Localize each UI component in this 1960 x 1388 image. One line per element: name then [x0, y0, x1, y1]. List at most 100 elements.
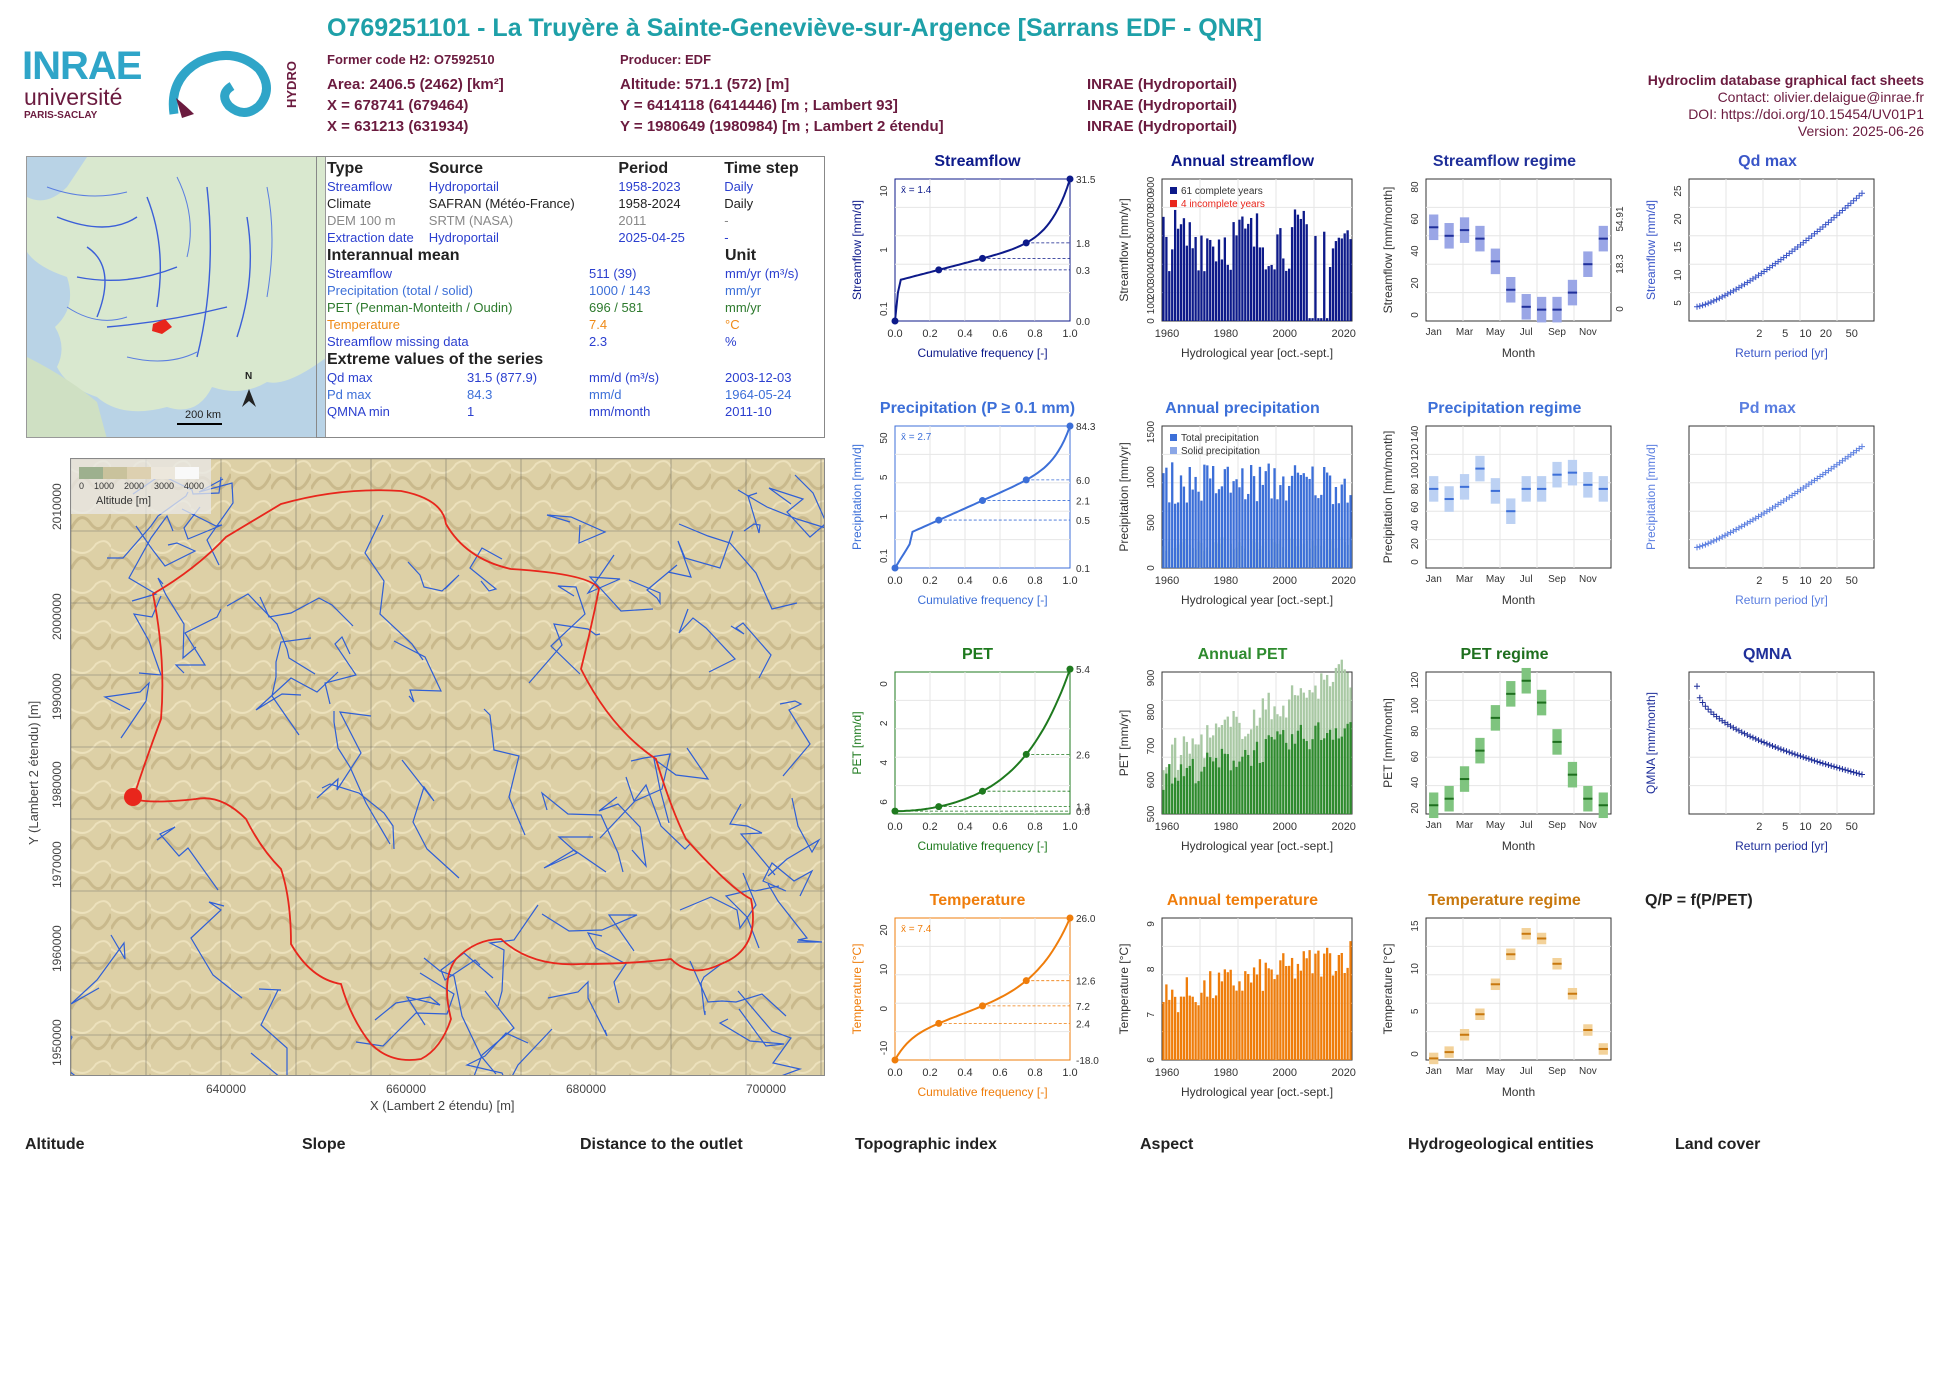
- data-point: [1792, 1023, 1794, 1025]
- bar: [1256, 742, 1258, 814]
- bar: [1262, 247, 1264, 321]
- data-point: [1741, 994, 1743, 996]
- right-tick: 1809: [259, 1180, 282, 1191]
- y-tick: 7: [1146, 1011, 1157, 1017]
- data-point: [1775, 987, 1777, 989]
- data-point: [1769, 1034, 1771, 1036]
- data-point: [1777, 1029, 1779, 1031]
- data-point: [1765, 998, 1767, 1000]
- data-point: [1769, 1037, 1771, 1039]
- y-tick: 120: [1410, 444, 1421, 461]
- data-point: [1746, 1024, 1748, 1026]
- plot-frame: [895, 426, 1070, 568]
- data-point: [1801, 1021, 1803, 1023]
- x-tick: 0.4: [957, 328, 972, 340]
- bar: [1349, 239, 1351, 321]
- bar: [1594, 1216, 1614, 1316]
- right-tick: -18.0: [1076, 1056, 1099, 1067]
- bar: [1291, 958, 1293, 1060]
- x-tick: 2000: [1273, 328, 1297, 340]
- y-tick: 20: [1438, 1282, 1449, 1294]
- logos: INRAE université PARIS-SACLAY HYDRO: [22, 42, 292, 122]
- bar-value: 26: [1566, 1265, 1578, 1277]
- bar: [1250, 983, 1252, 1060]
- data-point: [1726, 1027, 1728, 1029]
- data-point: [1763, 1048, 1765, 1050]
- bar: [1335, 728, 1337, 814]
- data-point: [1790, 1039, 1792, 1041]
- limit-zone: [1689, 918, 1874, 958]
- data-point: [1740, 1032, 1742, 1034]
- data-point: [1781, 1008, 1783, 1010]
- doi-link[interactable]: DOI: https://doi.org/10.15454/UV01P1: [1688, 106, 1924, 122]
- bar: [1326, 733, 1328, 814]
- data-point: [1744, 1036, 1746, 1038]
- y-axis-label: Area [%]: [1417, 1220, 1429, 1262]
- y-tick: 60: [1410, 213, 1421, 225]
- y-tick: 40: [334, 1172, 345, 1184]
- data-point: [1757, 1005, 1759, 1007]
- bar: [1200, 993, 1202, 1060]
- data-point: [1752, 1041, 1754, 1043]
- data-point: [1745, 996, 1747, 998]
- legend-tick: 4000: [184, 481, 204, 491]
- bar: [1168, 271, 1170, 321]
- x-tick: 1.0: [1075, 1328, 1090, 1340]
- right-tick: 0.3: [1076, 266, 1090, 277]
- bar: [1320, 318, 1322, 321]
- bar: [1562, 1279, 1582, 1316]
- data-point: [1785, 1031, 1787, 1033]
- data-point: [1737, 1021, 1739, 1023]
- data-point: [1750, 1016, 1752, 1018]
- legend-label: W: [1311, 1326, 1321, 1337]
- data-point: [1756, 1018, 1758, 1020]
- data-point: [1763, 1038, 1765, 1040]
- bar: [1294, 465, 1296, 568]
- data-point: [1776, 1016, 1778, 1018]
- data-point: [1749, 1038, 1751, 1040]
- bar: [1268, 266, 1270, 321]
- data-point: [1772, 1027, 1774, 1029]
- y-tick: 5: [1410, 1008, 1421, 1014]
- right-tick: 12.6: [1076, 977, 1096, 988]
- x-axis-label: Month: [1502, 593, 1535, 607]
- x-tick: 0.4: [957, 575, 972, 587]
- legend-label: Bedrock: [1557, 1335, 1595, 1346]
- y-tick: 60: [1410, 501, 1421, 513]
- bar: [1282, 953, 1284, 1060]
- x-axis-label: Month: [1502, 1085, 1535, 1099]
- bar: [1247, 974, 1249, 1060]
- bar: [1192, 997, 1194, 1060]
- x-axis-label: Month: [1502, 346, 1535, 360]
- data-point: [1793, 1035, 1795, 1037]
- bar: [1311, 467, 1313, 568]
- bar: [1212, 998, 1214, 1060]
- y-tick: 1500: [1146, 420, 1157, 443]
- legend-tick: 1000: [94, 481, 114, 491]
- data-point: [1751, 1035, 1753, 1037]
- x-tick: 1.0: [1062, 821, 1077, 833]
- y-tick: 16: [887, 1251, 898, 1263]
- bar: [1177, 1012, 1179, 1060]
- y-tick: 20: [1673, 213, 1684, 225]
- data-point: [1779, 976, 1781, 978]
- legend-tick: 0: [79, 481, 84, 491]
- data-point: [1772, 1014, 1774, 1016]
- data-point: [1787, 1011, 1789, 1013]
- bar: [1273, 269, 1275, 321]
- bar: [1508, 1310, 1528, 1316]
- data-point: [1748, 977, 1750, 979]
- plot-frame: [1426, 179, 1611, 321]
- data-point: [1774, 1044, 1776, 1046]
- right-tick: 0.0: [1076, 807, 1090, 818]
- data-point: [1755, 1044, 1757, 1046]
- data-point: [1785, 1024, 1787, 1026]
- bar: [1227, 754, 1229, 814]
